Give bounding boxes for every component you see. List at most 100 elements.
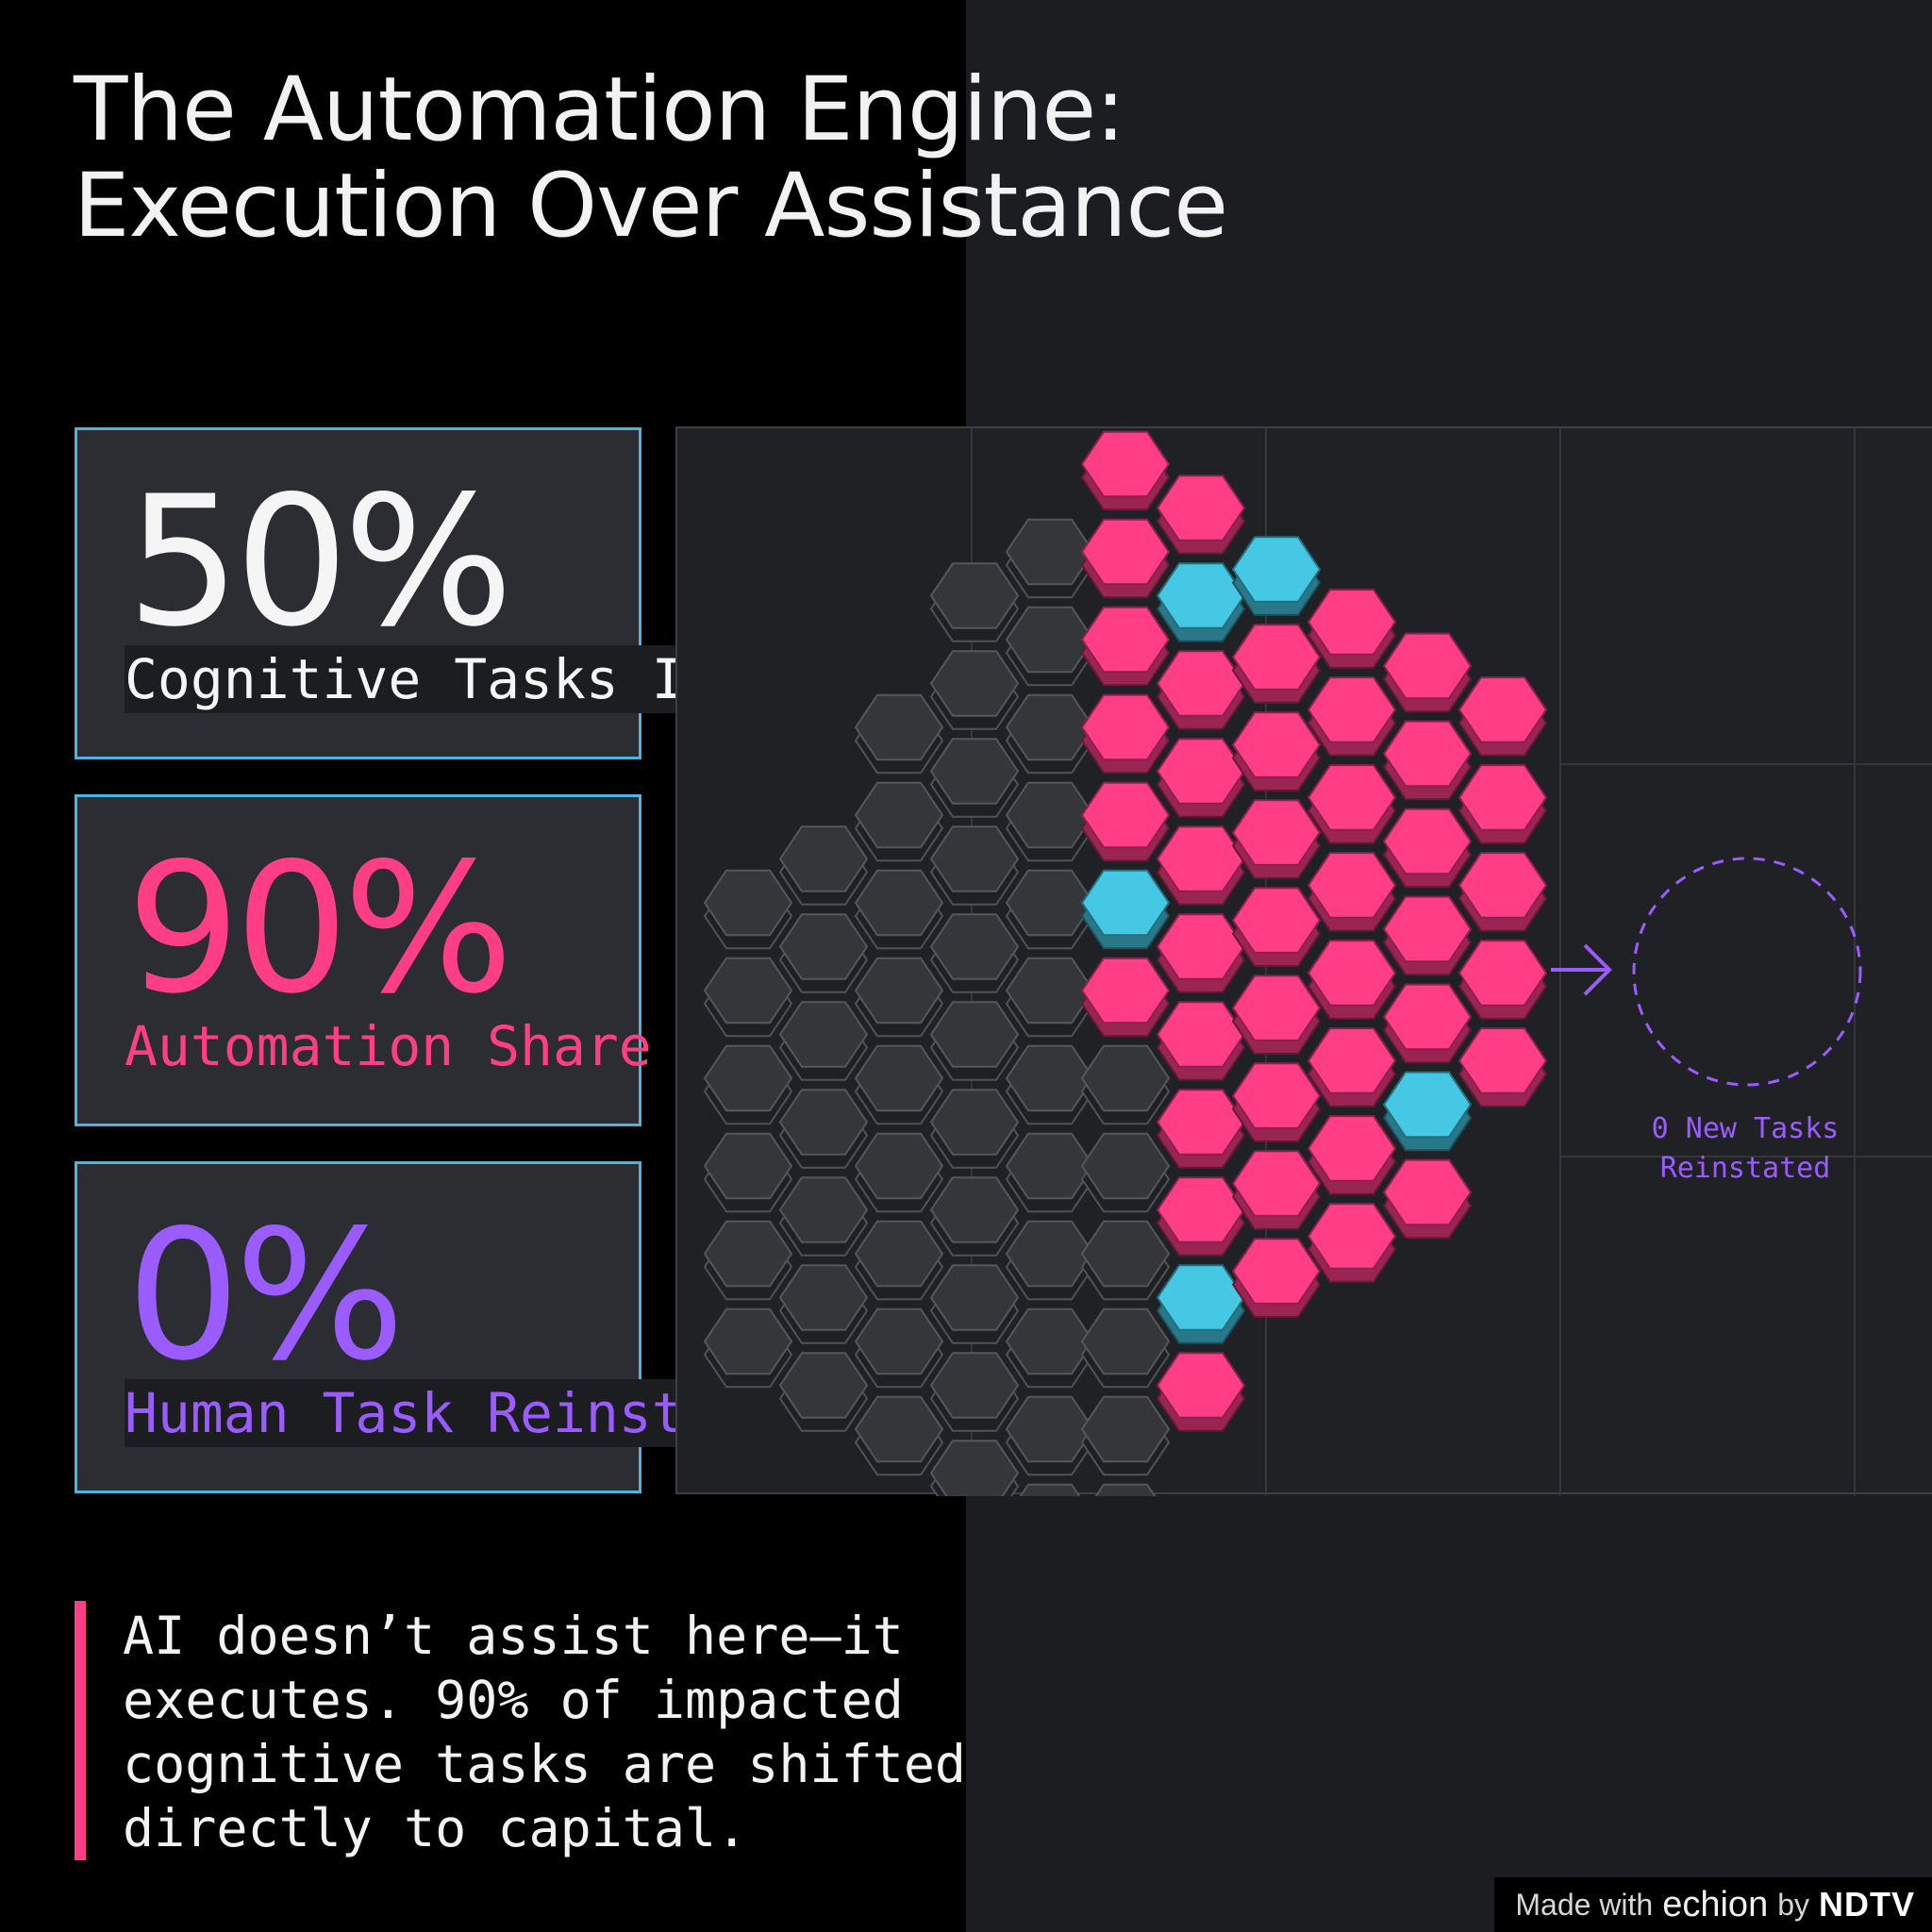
assisted-task-hexagon bbox=[1156, 562, 1246, 642]
inactive-task-hexagon bbox=[1005, 957, 1095, 1038]
inactive-task-hexagon bbox=[929, 650, 1020, 730]
hexagon-graphic-panel bbox=[675, 426, 1932, 1496]
inactive-task-hexagon bbox=[929, 738, 1020, 818]
inactive-task-hexagon bbox=[778, 1352, 869, 1432]
automated-task-hexagon bbox=[1307, 940, 1397, 1020]
automated-task-hexagon bbox=[1382, 1158, 1473, 1240]
inactive-task-hexagon bbox=[1005, 518, 1095, 599]
automated-task-hexagon bbox=[1231, 1062, 1322, 1142]
inactive-task-hexagon bbox=[1005, 1307, 1095, 1389]
new-tasks-caption: 0 New Tasks Reinstated bbox=[1604, 1109, 1887, 1189]
stat-card-reinstatement: 0% Human Task Reinstatement bbox=[75, 1161, 931, 1493]
inactive-task-hexagon bbox=[1080, 1307, 1171, 1389]
hexagon-graphic bbox=[703, 428, 1932, 1496]
inactive-task-hexagon bbox=[929, 825, 1020, 906]
new-tasks-line2: Reinstated bbox=[1659, 1152, 1831, 1185]
inactive-task-hexagon bbox=[1080, 1132, 1171, 1213]
inactive-task-hexagon bbox=[929, 1352, 1020, 1432]
inactive-task-hexagon bbox=[1005, 781, 1095, 862]
inactive-task-hexagon bbox=[929, 913, 1020, 993]
assisted-task-hexagon bbox=[1382, 1071, 1473, 1152]
inactive-task-hexagon bbox=[1019, 1483, 1081, 1496]
automated-task-hexagon bbox=[1457, 764, 1548, 844]
inactive-task-hexagon bbox=[778, 825, 869, 906]
arrow-icon bbox=[1551, 943, 1612, 996]
made-with-text: Made with bbox=[1515, 1887, 1654, 1922]
automated-task-hexagon bbox=[1156, 825, 1246, 906]
automated-task-hexagon bbox=[1231, 887, 1322, 967]
inactive-task-hexagon bbox=[1080, 1395, 1171, 1476]
automated-task-hexagon bbox=[1457, 676, 1548, 757]
quote-accent-bar bbox=[75, 1601, 86, 1860]
inactive-task-hexagon bbox=[1005, 606, 1095, 687]
inactive-task-hexagon bbox=[854, 781, 944, 862]
inactive-task-hexagon bbox=[778, 1264, 869, 1344]
inactive-task-hexagon bbox=[929, 1264, 1020, 1344]
automated-task-hexagon bbox=[1080, 781, 1171, 862]
automated-task-hexagon bbox=[1307, 589, 1397, 669]
assisted-task-hexagon bbox=[1231, 536, 1322, 616]
automated-task-hexagon bbox=[1080, 518, 1171, 599]
automated-task-hexagon bbox=[1156, 913, 1246, 993]
automated-task-hexagon bbox=[1307, 1027, 1397, 1108]
automated-task-hexagon bbox=[1382, 808, 1473, 889]
page-title: The Automation Engine: Execution Over As… bbox=[74, 58, 1228, 258]
inactive-task-hexagon bbox=[703, 869, 793, 950]
automated-task-hexagon bbox=[1382, 895, 1473, 976]
inactive-task-hexagon bbox=[1005, 1220, 1095, 1301]
inactive-task-hexagon bbox=[703, 1307, 793, 1389]
automated-task-hexagon bbox=[1156, 475, 1246, 555]
automated-task-hexagon bbox=[1457, 852, 1548, 932]
inactive-task-hexagon bbox=[854, 693, 944, 774]
inactive-task-hexagon bbox=[854, 1044, 944, 1125]
inactive-task-hexagon bbox=[1080, 1044, 1171, 1125]
automated-task-hexagon bbox=[1382, 720, 1473, 801]
echion-logo: echion bbox=[1662, 1884, 1769, 1924]
automated-task-hexagon bbox=[1080, 606, 1171, 687]
inactive-task-hexagon bbox=[703, 1220, 793, 1301]
inactive-task-hexagon bbox=[1005, 1044, 1095, 1125]
ndtv-logo: NDTV bbox=[1819, 1885, 1915, 1924]
automated-task-hexagon bbox=[1156, 1001, 1246, 1081]
inactive-task-hexagon bbox=[854, 957, 944, 1038]
inactive-task-hexagon bbox=[929, 562, 1020, 642]
automated-task-hexagon bbox=[1231, 711, 1322, 791]
empty-reinstatement-circle bbox=[1632, 857, 1862, 1087]
inactive-task-hexagon bbox=[778, 1001, 869, 1081]
stat-value: 0% bbox=[126, 1191, 405, 1400]
automated-task-hexagon bbox=[1156, 1176, 1246, 1257]
automated-task-hexagon bbox=[1307, 852, 1397, 932]
automated-task-hexagon bbox=[1156, 650, 1246, 730]
automated-task-hexagon bbox=[1307, 1115, 1397, 1195]
inactive-task-hexagon bbox=[778, 1176, 869, 1257]
inactive-task-hexagon bbox=[929, 1176, 1020, 1257]
inactive-task-hexagon bbox=[1080, 1220, 1171, 1301]
stat-label: Automation Share bbox=[125, 1014, 652, 1078]
automated-task-hexagon bbox=[1231, 974, 1322, 1055]
assisted-task-hexagon bbox=[1156, 1264, 1246, 1344]
footer-credit: Made with echion by NDTV bbox=[1494, 1877, 1932, 1932]
inactive-task-hexagon bbox=[1005, 869, 1095, 950]
stat-value: 50% bbox=[126, 458, 513, 666]
inactive-task-hexagon bbox=[1005, 693, 1095, 774]
automated-task-hexagon bbox=[1382, 632, 1473, 713]
inactive-task-hexagon bbox=[854, 1395, 944, 1476]
inactive-task-hexagon bbox=[778, 1089, 869, 1169]
quote-text: AI doesn’t assist here—it executes. 90% … bbox=[123, 1606, 967, 1858]
inactive-task-hexagon bbox=[703, 1044, 793, 1125]
automated-task-hexagon bbox=[1382, 983, 1473, 1064]
new-tasks-line1: 0 New Tasks bbox=[1651, 1112, 1840, 1145]
stat-card-cognitive: 50% Cognitive Tasks Impacted bbox=[75, 427, 931, 759]
stat-value: 90% bbox=[126, 824, 513, 1033]
inactive-task-hexagon bbox=[929, 1440, 1020, 1496]
inactive-task-hexagon bbox=[703, 957, 793, 1038]
automated-task-hexagon bbox=[1156, 1089, 1246, 1169]
automated-task-hexagon bbox=[1156, 1352, 1246, 1432]
inactive-task-hexagon bbox=[854, 1220, 944, 1301]
automated-task-hexagon bbox=[1231, 799, 1322, 879]
stat-card-automation: 90% Automation Share bbox=[75, 794, 652, 1126]
inactive-task-hexagon bbox=[854, 1307, 944, 1389]
inactive-task-hexagon bbox=[929, 1089, 1020, 1169]
automated-task-hexagon bbox=[1307, 764, 1397, 844]
inactive-task-hexagon bbox=[854, 1132, 944, 1213]
